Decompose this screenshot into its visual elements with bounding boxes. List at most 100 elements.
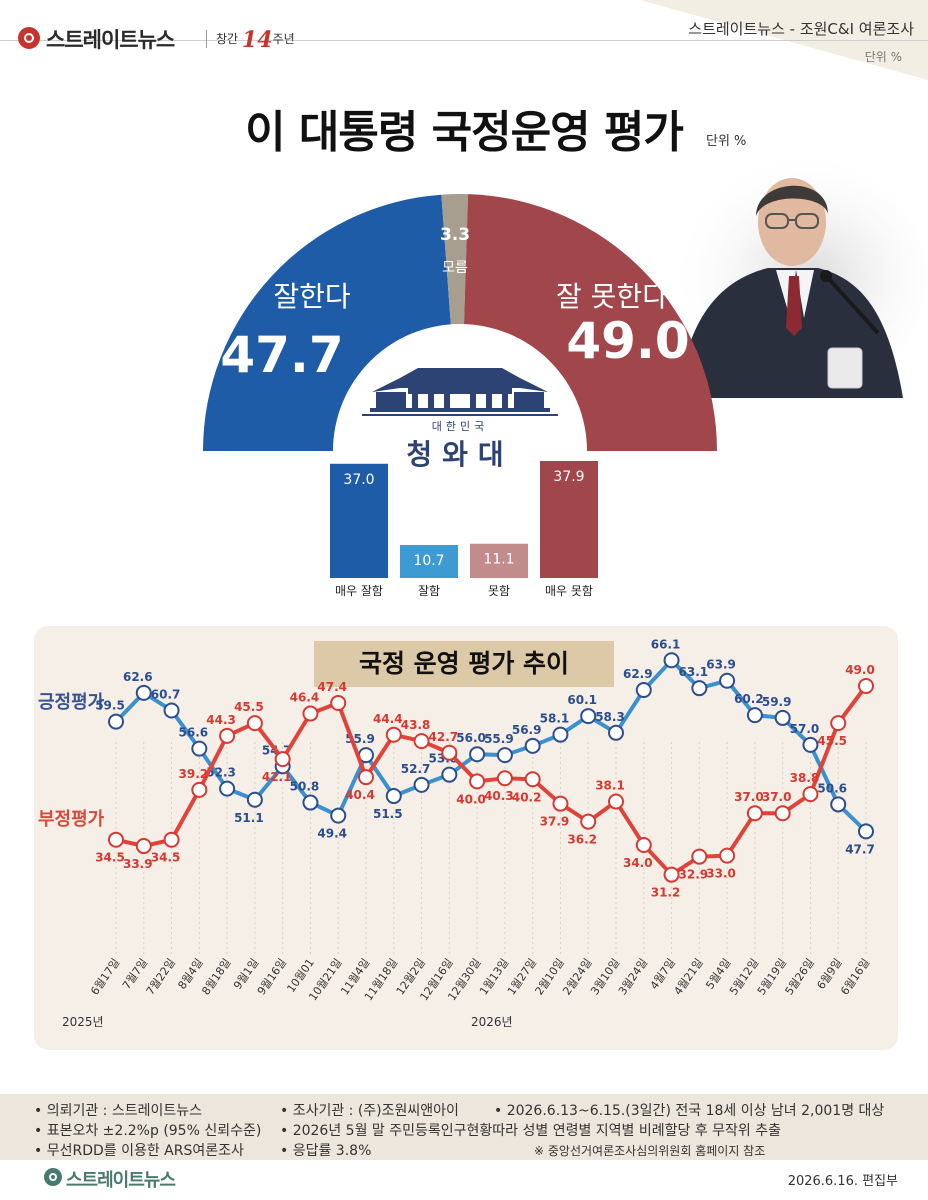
blue-house-emblem bbox=[362, 368, 558, 416]
negative-label: 잘 못한다 bbox=[556, 280, 668, 313]
data-point bbox=[496, 770, 513, 787]
positive-label: 잘한다 bbox=[273, 280, 350, 313]
data-point bbox=[469, 773, 486, 790]
data-point bbox=[413, 776, 430, 793]
trend-x-labels: 6월17일7월7일7월22일8월4일8월18일9월1일9월16일10월0110월… bbox=[87, 956, 872, 1004]
data-label: 32.9 bbox=[679, 868, 709, 882]
data-point bbox=[774, 709, 791, 726]
data-label: 39.2 bbox=[179, 767, 209, 781]
data-label: 33.0 bbox=[706, 867, 736, 881]
data-label: 56.0 bbox=[456, 731, 486, 745]
data-label: 34.5 bbox=[95, 851, 125, 865]
bar-value-label: 37.9 bbox=[553, 469, 584, 485]
approval-gauge: 대한민국 청와대 잘한다 47.7 3.3 모름 잘 못한다 49.0 bbox=[203, 193, 717, 470]
data-point bbox=[108, 831, 124, 848]
data-label: 47.4 bbox=[317, 680, 347, 694]
footer-date: 2026.6.16. 편집부 bbox=[787, 1174, 898, 1189]
data-label: 49.4 bbox=[317, 827, 347, 841]
data-label: 62.9 bbox=[623, 667, 653, 681]
negative-trend-line bbox=[115, 684, 868, 878]
data-label: 44.4 bbox=[373, 712, 403, 726]
data-label: 60.1 bbox=[567, 693, 597, 707]
x-tick-label: 6월16일 bbox=[837, 956, 872, 998]
data-point bbox=[858, 678, 874, 694]
data-label: 34.5 bbox=[151, 851, 181, 865]
footer-note: • 응답률 3.8% bbox=[280, 1143, 372, 1159]
data-point bbox=[219, 727, 236, 744]
data-label: 47.7 bbox=[845, 842, 875, 856]
dont-know-label: 모름 bbox=[442, 260, 468, 276]
x-tick-label: 8월18일 bbox=[198, 956, 233, 998]
data-point bbox=[691, 680, 708, 697]
x-tick-label: 6월17일 bbox=[87, 956, 122, 998]
data-point bbox=[441, 766, 458, 783]
bar bbox=[400, 544, 458, 578]
data-label: 59.5 bbox=[95, 699, 125, 713]
data-label: 49.0 bbox=[845, 663, 875, 677]
data-label: 38.1 bbox=[595, 779, 625, 793]
data-label: 51.5 bbox=[373, 807, 403, 821]
x-tick-label: 3월24일 bbox=[615, 956, 650, 998]
logo-separator bbox=[206, 30, 207, 48]
logo-text: 스트레이트뉴스 bbox=[46, 28, 175, 52]
data-point bbox=[802, 736, 819, 753]
bar-value-label: 37.0 bbox=[343, 472, 374, 488]
footer-note: • 의뢰기관 : 스트레이트뉴스 bbox=[34, 1103, 203, 1119]
data-point bbox=[191, 781, 208, 798]
data-point bbox=[552, 726, 569, 743]
data-point bbox=[719, 672, 736, 689]
data-point bbox=[691, 848, 708, 865]
data-point bbox=[552, 795, 569, 812]
data-point bbox=[413, 733, 430, 750]
data-label: 46.4 bbox=[290, 691, 320, 705]
data-label: 44.3 bbox=[206, 713, 236, 727]
data-point bbox=[580, 708, 597, 725]
anniversary-number: 14 bbox=[241, 27, 273, 53]
data-label: 57.0 bbox=[790, 722, 820, 736]
data-label: 60.7 bbox=[151, 687, 181, 701]
bar-category-label: 매우 잘함 bbox=[335, 584, 383, 598]
data-point bbox=[663, 866, 680, 883]
data-point bbox=[358, 769, 374, 786]
bar bbox=[330, 463, 388, 578]
bar-category-label: 못함 bbox=[488, 584, 510, 598]
anniversary-badge: 창간 14주년 bbox=[216, 27, 295, 53]
footer-note: • 2026년 5월 말 주민등록인구현황따라 성별 연령별 지역별 비례할당 … bbox=[280, 1123, 782, 1139]
data-point bbox=[746, 805, 763, 822]
main-title: 이 대통령 국정운영 평가 bbox=[245, 107, 684, 158]
data-label: 51.1 bbox=[234, 811, 264, 825]
footer-note: • 2026.6.13~6.15.(3일간) 전국 18세 이상 남녀 2,00… bbox=[494, 1103, 885, 1119]
data-point bbox=[608, 724, 624, 741]
gauge-inner bbox=[333, 324, 587, 470]
bar-category-label: 잘함 bbox=[418, 584, 440, 598]
footer-notes: • 의뢰기관 : 스트레이트뉴스 • 조사기관 : (주)조원씨앤아이 • 20… bbox=[0, 1094, 928, 1160]
data-label: 37.0 bbox=[734, 790, 764, 804]
x-tick-label: 9월16일 bbox=[254, 956, 289, 998]
data-label: 66.1 bbox=[651, 637, 681, 651]
data-label: 37.9 bbox=[540, 815, 570, 829]
data-point bbox=[385, 726, 402, 743]
trend-title: 국정 운영 평가 추이 bbox=[314, 641, 614, 687]
data-point bbox=[719, 847, 736, 864]
data-point bbox=[608, 793, 624, 810]
data-point bbox=[274, 751, 291, 768]
data-label: 62.6 bbox=[123, 670, 153, 684]
footer-note: ※ 중앙선거여론조사심의위원회 홈페이지 참조 bbox=[534, 1144, 766, 1158]
data-point bbox=[496, 747, 513, 764]
year-label-2025: 2025년 bbox=[62, 1015, 104, 1029]
emblem-large: 청와대 bbox=[406, 438, 513, 470]
negative-value: 49.0 bbox=[566, 312, 689, 370]
data-label: 33.9 bbox=[123, 857, 153, 871]
data-point bbox=[830, 796, 847, 813]
data-label: 63.1 bbox=[679, 665, 709, 679]
data-point bbox=[163, 831, 180, 848]
data-label: 40.3 bbox=[484, 789, 514, 803]
data-label: 58.1 bbox=[540, 712, 570, 726]
footer-logo-text: 스트레이트뉴스 bbox=[66, 1170, 176, 1191]
data-label: 60.2 bbox=[734, 692, 764, 706]
data-point bbox=[524, 771, 541, 788]
bar-category-label: 매우 못함 bbox=[545, 584, 593, 598]
data-point bbox=[830, 715, 847, 732]
data-label: 40.2 bbox=[512, 790, 542, 804]
detail-bar-chart: 37.0 매우 잘함 10.7 잘함 11.1 못함 37.9 매우 못함 bbox=[330, 461, 598, 598]
